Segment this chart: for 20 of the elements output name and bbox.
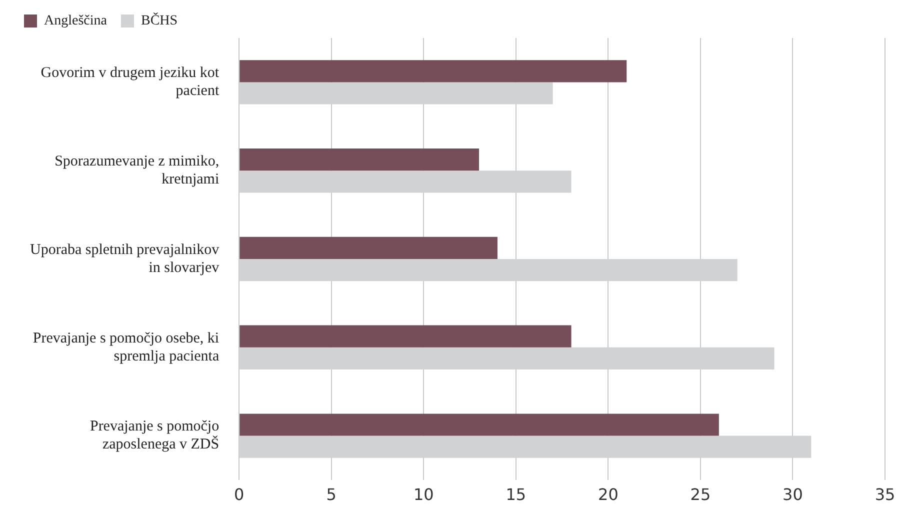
legend-label: Angleščina [44,14,108,29]
x-tick-label: 35 [874,484,896,504]
bar [240,325,572,348]
x-tick-label: 25 [690,484,711,504]
bar [240,414,719,436]
bar [240,148,480,171]
x-tick-label: 5 [326,484,336,504]
bar [240,236,498,259]
legend-label: BČHS [140,12,178,29]
x-tick-label: 20 [598,484,618,504]
x-tick-label: 10 [413,484,434,504]
y-tick-label: Uporaba spletnih prevajalnikov in slovarjev [30,242,220,276]
y-tick-label: Prevajanje s pomočjo zaposlenega v ZDŠ [90,418,220,453]
y-tick-label: Govorim v drugem jeziku kot pacient [40,65,220,100]
x-tick-label: 0 [234,484,244,504]
y-tick-label: Prevajanje s pomočjo osebe, ki spremlja pacienta [32,330,220,364]
y-tick-label: Sporazumevanje z mimiko, kretnjami [54,154,220,188]
x-tick-label: 30 [782,484,803,504]
x-tick-label: 15 [506,484,526,504]
bar [240,60,627,82]
